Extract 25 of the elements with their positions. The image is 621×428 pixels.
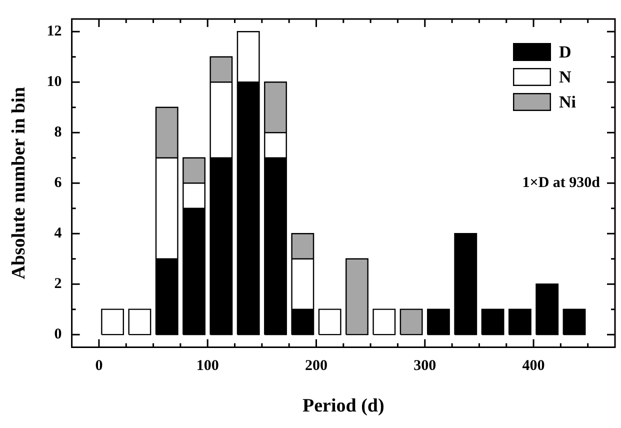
x-axis-title: Period (d): [302, 396, 384, 417]
legend-label: D: [559, 42, 572, 62]
y-tick-label: 10: [46, 74, 62, 90]
bar: [182, 157, 206, 184]
legend-label: Ni: [559, 92, 576, 112]
x-tick-label: 0: [95, 358, 103, 374]
bar: [400, 308, 423, 336]
bar: [210, 56, 233, 83]
legend-label: N: [559, 67, 572, 86]
annotation: 1×D at 930d: [522, 174, 601, 191]
bar: [264, 82, 287, 134]
bar: [291, 232, 314, 260]
bar: [155, 106, 178, 158]
y-tick-label: 2: [54, 276, 62, 292]
x-tick-label: 300: [414, 358, 436, 374]
y-axis-title: Absolute number in bin: [8, 86, 30, 280]
y-tick-label: 8: [54, 124, 62, 140]
y-tick-label: 4: [54, 225, 62, 242]
x-tick-label: 400: [522, 358, 545, 374]
y-tick-label: 0: [54, 326, 62, 342]
bar: [346, 258, 368, 336]
y-tick-label: 12: [46, 24, 62, 40]
x-tick-label: 100: [196, 358, 219, 374]
x-tick-label: 200: [304, 358, 328, 374]
y-tick-label: 6: [54, 174, 62, 191]
